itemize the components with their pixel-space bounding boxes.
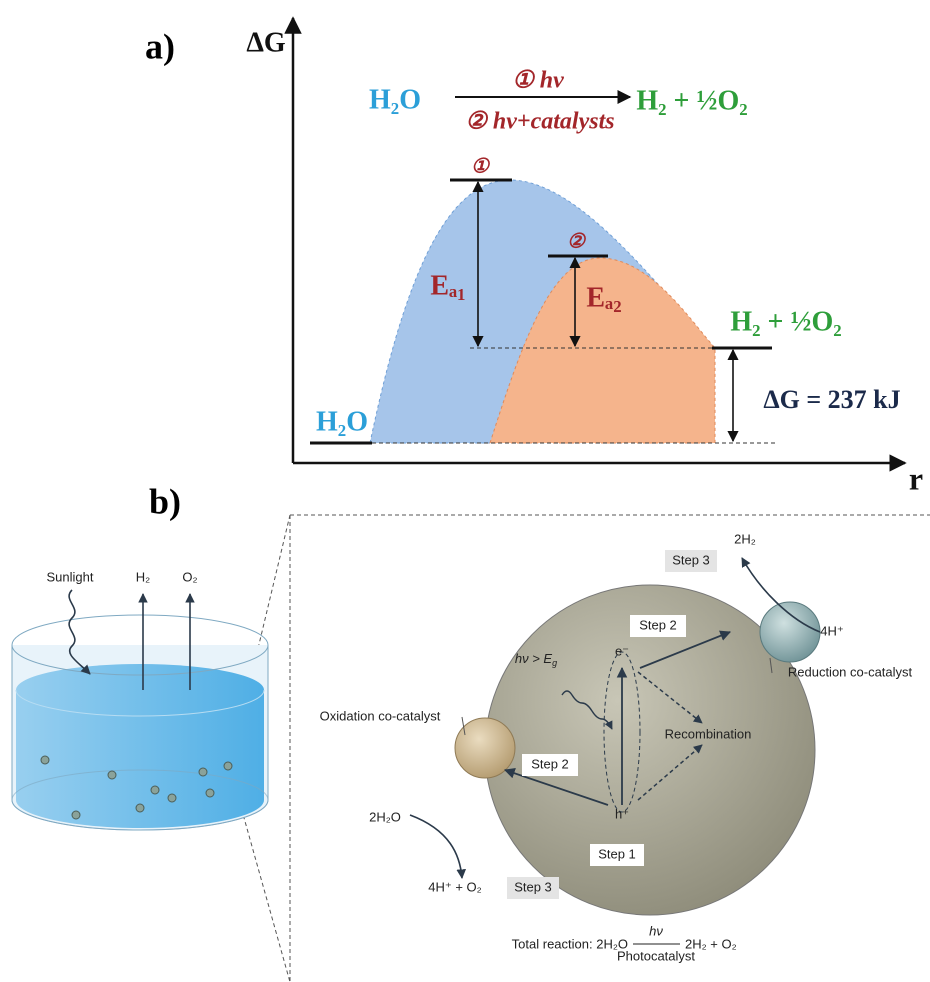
reduction-label: Reduction co-catalyst — [788, 664, 913, 679]
reactant-label: H₂O — [316, 406, 368, 437]
panel-b: b) Sunlight H₂ O₂ Step 3 2H₂ 4H⁺ Step 2 … — [12, 481, 930, 982]
excitation-sub: g — [552, 658, 557, 668]
electron-label: e⁻ — [615, 643, 629, 658]
particle — [168, 794, 176, 802]
step-label: Step 2 — [639, 617, 677, 632]
ea1-label: Eₐ₁ — [430, 270, 465, 301]
step-label: Step 1 — [598, 846, 636, 861]
x-axis-label: r — [909, 460, 923, 496]
condition-2: ② hν+catalysts — [465, 109, 614, 135]
protons-in: 4H⁺ — [820, 623, 843, 638]
recombination-label: Recombination — [665, 726, 752, 741]
delta-g-label: ΔG = 237 kJ — [763, 385, 900, 414]
water-in: 2H₂O — [369, 809, 401, 824]
water — [16, 664, 264, 828]
particle — [108, 771, 116, 779]
product-label: H₂ + ½O₂ — [730, 306, 841, 337]
total-reaction-catalyst: Photocatalyst — [617, 948, 695, 963]
condition-1: ① hν — [512, 68, 564, 94]
oxidation-label: Oxidation co-catalyst — [320, 708, 441, 723]
step-label: Step 2 — [531, 756, 569, 771]
particle — [199, 768, 207, 776]
oxidation-arrow — [410, 815, 462, 878]
panel-label: a) — [145, 26, 175, 66]
panel-a: a) ΔG r H₂O ① hν ② hν+catalysts H₂ + ½O₂… — [145, 18, 923, 496]
particle — [224, 762, 232, 770]
panel-label: b) — [149, 481, 181, 521]
excitation-text: hν > E — [515, 651, 553, 666]
y-axis-label: ΔG — [246, 27, 286, 58]
hole-label: h⁺ — [615, 806, 629, 821]
step-label: Step 3 — [514, 879, 552, 894]
reduction-cocatalyst — [760, 602, 820, 662]
h2-label: H₂ — [136, 569, 150, 584]
excitation-label: hν > Eg — [515, 651, 557, 668]
figure: a) ΔG r H₂O ① hν ② hν+catalysts H₂ + ½O₂… — [0, 0, 930, 982]
particle — [72, 811, 80, 819]
h2-product: 2H₂ — [734, 531, 756, 546]
total-reaction-condition: hν — [649, 923, 663, 938]
total-reaction-products: 2H₂ + O₂ — [685, 936, 737, 951]
peak-1-marker: ① — [471, 156, 491, 178]
particle — [151, 786, 159, 794]
particle — [41, 756, 49, 764]
ea2-label: Eₐ₂ — [586, 282, 621, 313]
step-label: Step 3 — [672, 552, 710, 567]
total-reaction-prefix: Total reaction: 2H₂O — [512, 936, 628, 951]
o2-label: O₂ — [182, 569, 197, 584]
particle — [206, 789, 214, 797]
particle — [136, 804, 144, 812]
peak-2-marker: ② — [567, 231, 587, 253]
reaction-reactant: H₂O — [369, 84, 421, 115]
sunlight-label: Sunlight — [47, 569, 94, 584]
reaction-product: H₂ + ½O₂ — [636, 85, 747, 116]
oxidation-products: 4H⁺ + O₂ — [428, 879, 481, 894]
